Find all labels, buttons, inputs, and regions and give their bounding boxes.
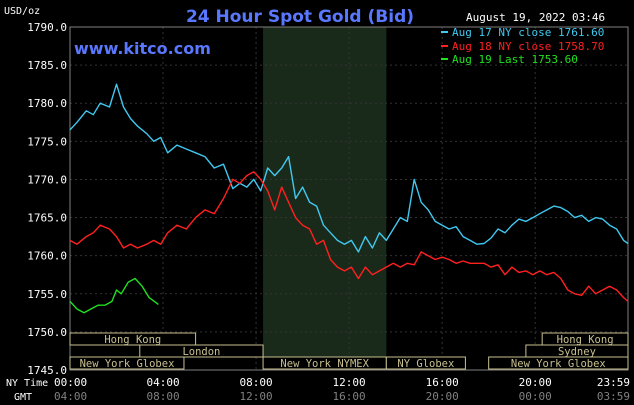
y-axis-unit: USD/oz	[4, 6, 40, 17]
y-tick-label: 1755.0	[27, 288, 67, 301]
x-tick-label-ny: 00:00	[54, 376, 87, 389]
x-tick-label-ny: 16:00	[426, 376, 459, 389]
y-tick-label: 1765.0	[27, 212, 67, 225]
legend: Aug 17 NY close 1761.60 Aug 18 NY close …	[441, 26, 604, 66]
session-label: Hong Kong	[104, 334, 161, 346]
x-tick-label-gmt: 12:00	[240, 390, 273, 403]
x-tick-label-ny: 12:00	[333, 376, 366, 389]
session-label: NY Globex	[397, 358, 454, 370]
x-axis-ticks: 00:0004:0004:0008:0008:0012:0012:0016:00…	[54, 376, 630, 403]
y-tick-label: 1750.0	[27, 326, 67, 339]
x-tick-label-gmt: 20:00	[426, 390, 459, 403]
session-label: Hong Kong	[557, 334, 614, 346]
session-label: New York NYMEX	[280, 358, 369, 370]
legend-aug17: Aug 17 NY close 1761.60	[452, 26, 604, 39]
y-axis-ticks: 1790.0 1785.0 1780.0 1775.0 1770.0 1765.0 1760…	[27, 21, 67, 377]
y-tick-label: 1770.0	[27, 173, 67, 186]
x-tick-label-ny: 20:00	[519, 376, 552, 389]
x-tick-label-gmt: 00:00	[519, 390, 552, 403]
session-bar	[488, 356, 629, 370]
session-bar	[69, 356, 185, 370]
watermark: www.kitco.com	[74, 39, 211, 58]
x-axis-gmt-label: GMT	[14, 392, 32, 403]
y-tick-label: 1790.0	[27, 21, 67, 34]
shaded-session-region	[263, 27, 387, 370]
session-label: New York Globex	[80, 358, 175, 370]
legend-swatch-aug18	[441, 45, 448, 47]
session-label: New York Globex	[511, 358, 606, 370]
y-tick-label: 1785.0	[27, 59, 67, 72]
session-label: London	[182, 346, 220, 358]
series-line-aug-19	[69, 277, 159, 314]
market-sessions: Hong Kong London New York Globex New York N…	[69, 332, 629, 370]
legend-swatch-aug17	[441, 31, 448, 33]
price-series	[69, 83, 629, 314]
legend-swatch-aug19	[441, 58, 448, 60]
x-tick-label-ny: 08:00	[240, 376, 273, 389]
nymex-shading	[263, 27, 387, 370]
y-tick-label: 1760.0	[27, 250, 67, 263]
x-axis-ny-label: NY Time	[6, 378, 48, 389]
legend-aug18: Aug 18 NY close 1758.70	[452, 40, 604, 53]
y-tick-label: 1775.0	[27, 135, 67, 148]
session-bar	[69, 332, 197, 346]
x-tick-label-ny: 04:00	[146, 376, 179, 389]
session-bar	[385, 356, 466, 370]
x-tick-label-gmt: 04:00	[54, 390, 87, 403]
y-tick-label: 1780.0	[27, 97, 67, 110]
x-tick-label-ny: 23:59	[597, 376, 630, 389]
chart-title: 24 Hour Spot Gold (Bid)	[186, 7, 414, 27]
series-line-aug-17	[69, 83, 629, 253]
session-bar	[139, 344, 264, 358]
series-line-aug-18	[69, 171, 629, 302]
x-tick-label-gmt: 08:00	[146, 390, 179, 403]
timestamp: August 19, 2022 03:46	[466, 11, 605, 24]
legend-aug19: Aug 19 Last 1753.60	[452, 53, 578, 66]
x-tick-label-gmt: 03:59	[597, 390, 630, 403]
plot-frame	[69, 26, 629, 371]
x-tick-label-gmt: 16:00	[333, 390, 366, 403]
y-tick-label: 1745.0	[27, 364, 67, 377]
session-label: Sydney	[558, 346, 596, 358]
